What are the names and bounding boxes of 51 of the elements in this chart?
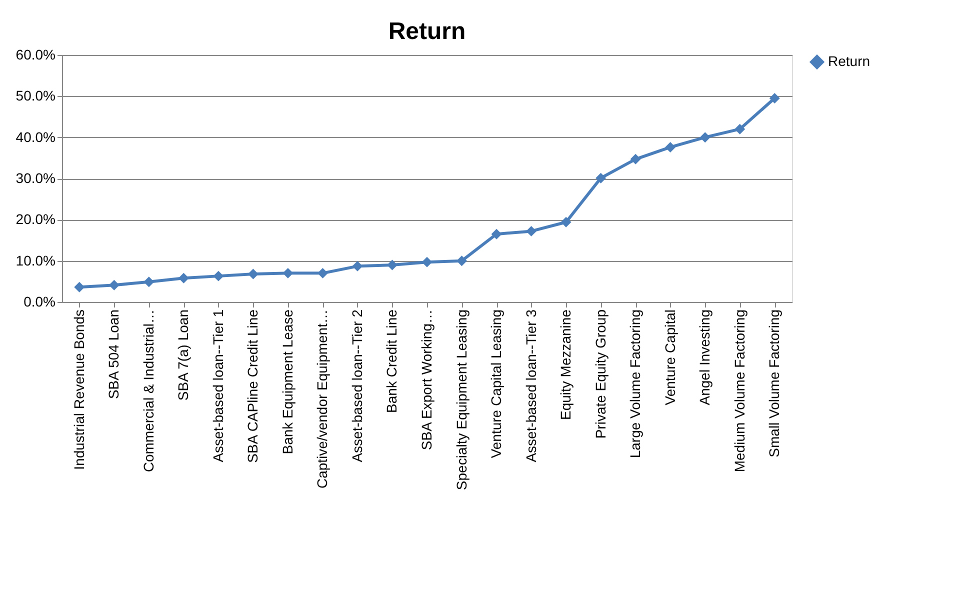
x-tick-label: Private Equity Group <box>592 309 608 439</box>
y-tick-label: 30.0% <box>16 170 56 186</box>
x-tick-label: Bank Equipment Lease <box>279 309 296 454</box>
legend-label: Return <box>828 53 870 69</box>
y-tick-label: 50.0% <box>16 88 56 104</box>
x-tick-label: Medium Volume Factoring <box>731 310 748 472</box>
point <box>526 226 537 236</box>
x-tick-label: Captive/vendor Equipment… <box>314 310 330 488</box>
x-tick-label: SBA 504 Loan <box>106 310 122 400</box>
x-tick-label: SBA Export Working… <box>418 310 434 450</box>
x-tick-label: SBA CAPline Credit Line <box>244 309 261 463</box>
point <box>282 268 294 278</box>
y-tick-label: 20.0% <box>16 211 56 228</box>
x-tick-label: Industrial Revenue Bonds <box>70 310 87 470</box>
x-tick-label: SBA 7(a) Loan <box>175 310 192 401</box>
point <box>422 256 432 268</box>
point <box>560 216 572 228</box>
point <box>144 276 154 288</box>
point <box>352 260 363 272</box>
x-tick-label: Equity Mezzanine <box>558 309 574 420</box>
x-tick-label: Small Volume Factoring <box>766 310 782 458</box>
point <box>108 280 120 290</box>
x-tick-label: Large Volume Factoring <box>627 310 644 458</box>
point <box>769 92 780 104</box>
x-tick-label: Angel Investing <box>696 310 713 406</box>
point <box>665 142 676 152</box>
x-tick-label: Asset-based loan--Tier 2 <box>348 309 365 462</box>
x-tick-label: Asset-based loan--Tier 3 <box>522 309 539 462</box>
x-tick-label: Commercial & Industrial… <box>140 310 156 472</box>
point <box>700 132 710 143</box>
point <box>248 268 258 280</box>
x-tick-label: Specialty Equipment Leasing <box>453 310 470 490</box>
point <box>456 256 468 266</box>
point <box>734 124 746 134</box>
point <box>213 270 224 282</box>
x-tick-label: Venture Capital Leasing <box>488 310 504 458</box>
y-tick-label: 40.0% <box>16 128 56 145</box>
x-tick-label: Bank Credit Line <box>384 309 400 414</box>
point <box>386 260 398 270</box>
y-tick-label: 60.0% <box>16 46 56 62</box>
y-tick-label: 0.0% <box>24 294 56 310</box>
x-tick-label: Asset-based loan--Tier 1 <box>210 309 226 462</box>
x-tick-label: Venture Capital <box>662 310 678 406</box>
point <box>178 272 189 284</box>
point <box>491 228 502 240</box>
point <box>596 172 606 184</box>
chart-title: Return <box>388 18 466 45</box>
point <box>317 268 328 278</box>
point <box>74 282 85 292</box>
y-tick-label: 10.0% <box>16 252 56 268</box>
point <box>630 154 641 164</box>
